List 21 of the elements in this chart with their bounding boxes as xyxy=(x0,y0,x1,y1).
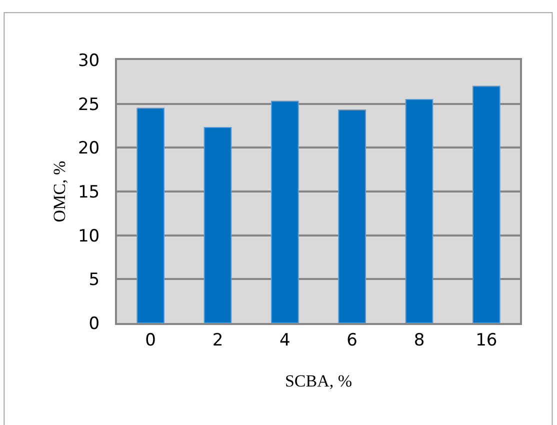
y-axis-title: OMC, % xyxy=(50,160,70,222)
bar xyxy=(270,100,299,323)
x-tick-label: 6 xyxy=(346,330,358,350)
x-axis-title: SCBA, % xyxy=(284,371,352,390)
x-tick-label: 2 xyxy=(212,330,224,350)
y-tick-label: 15 xyxy=(78,182,100,202)
x-tick-label: 4 xyxy=(280,330,290,350)
x-tick-label: 8 xyxy=(414,330,425,350)
x-tick-label: 16 xyxy=(476,330,498,350)
y-tick-label: 5 xyxy=(88,270,100,290)
y-tick-label: 25 xyxy=(78,94,100,115)
x-tick-label: 0 xyxy=(145,330,156,350)
y-tick-label: 30 xyxy=(78,50,100,71)
bar xyxy=(204,127,232,323)
bar xyxy=(472,86,500,323)
bar xyxy=(136,108,165,323)
bar xyxy=(338,109,366,323)
y-tick-label: 20 xyxy=(78,138,100,159)
bar xyxy=(405,98,434,323)
y-tick-label: 0 xyxy=(88,314,100,334)
y-tick-label: 10 xyxy=(78,226,100,246)
